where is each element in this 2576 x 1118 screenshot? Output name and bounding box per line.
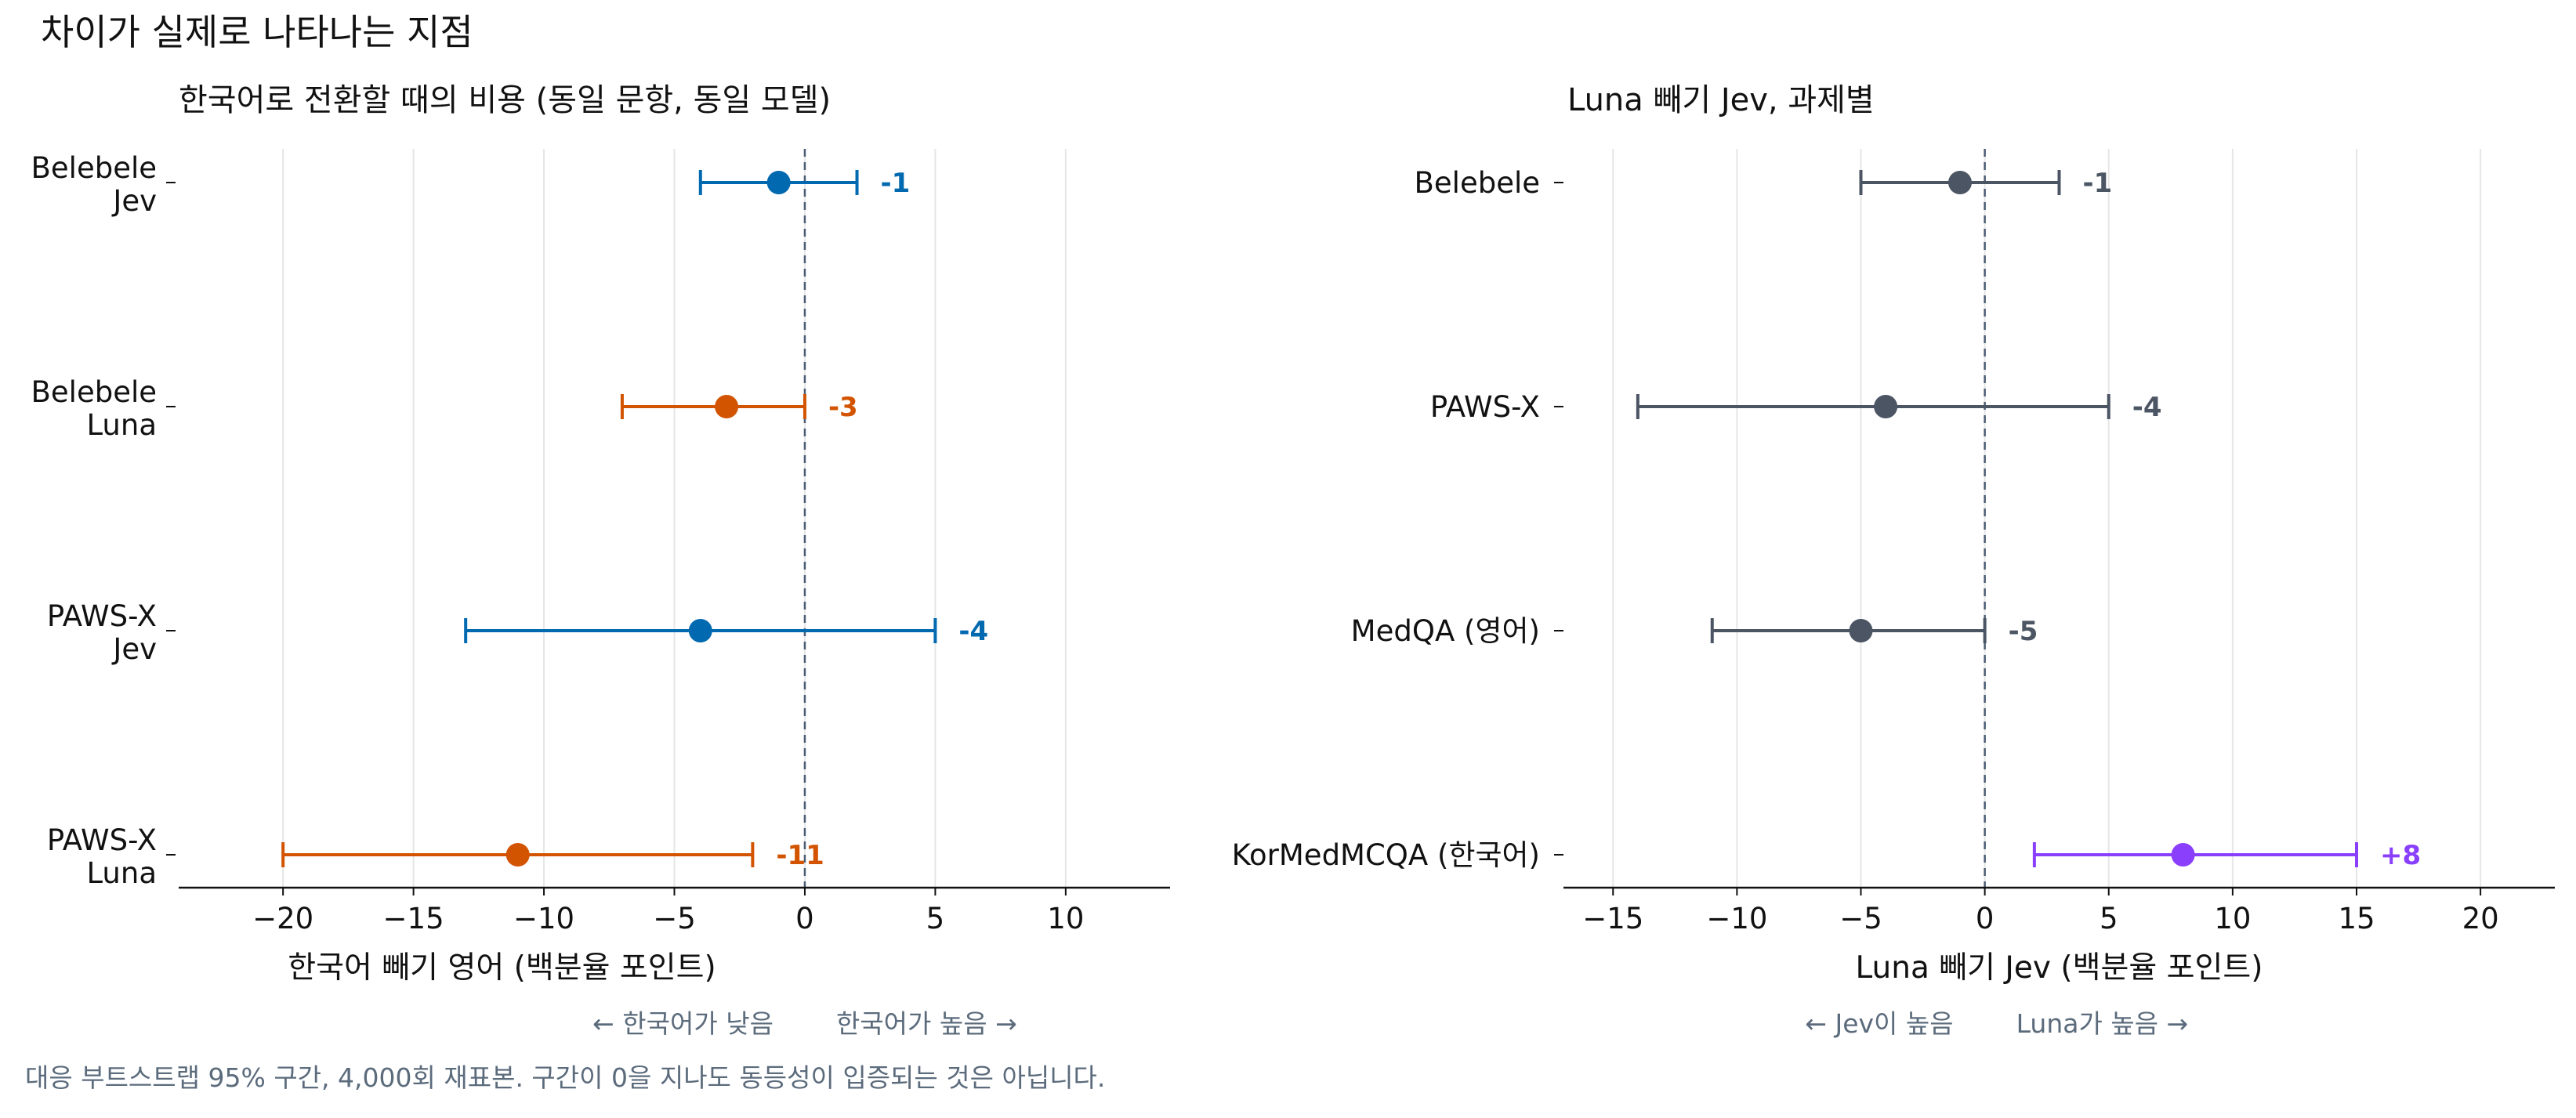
panel-b-x-tick-label: −10: [1706, 902, 1767, 935]
panel-a-value-label: -1: [881, 168, 911, 199]
panel-b-value-label: +8: [2380, 840, 2421, 871]
panel-b-point-estimate: [2171, 843, 2195, 867]
panel-a-point-estimate: [688, 619, 712, 642]
panel-b-x-tick-label: −5: [1839, 902, 1882, 935]
panel-a-category-label-sub: Jev: [111, 632, 157, 666]
panel-b-category-label: KorMedMCQA (한국어): [1232, 838, 1540, 872]
panel-a-plot: −20 −15 −10 −5 0 10 5 한국어 빼기 영어 (백분율 포인트) ← 한국어가…: [31, 149, 1170, 1039]
panel-b-title: Luna 빼기 Jev, 과제별: [1567, 82, 1875, 118]
panel-a-x-tick-label: −5: [653, 902, 696, 935]
panel-b-point-estimate: [1948, 171, 1972, 194]
panel-b-x-tick-label: 20: [2462, 902, 2499, 935]
panel-b-point-estimate: [1849, 619, 1873, 642]
panel-a-x-tick-label: −20: [252, 902, 313, 935]
panel-a-category-label-sub: Jev: [111, 184, 157, 218]
panel-a-x-tick-label: 0: [795, 902, 814, 935]
panel-a-category-label-sub: Luna: [86, 856, 157, 890]
panel-a-category-label: Belebele: [31, 151, 157, 185]
panel-b-point-estimate: [1874, 395, 1898, 418]
panel-a-category-label: PAWS-X: [47, 599, 157, 633]
panel-b-x-tick-label: 15: [2338, 902, 2375, 935]
panel-b-x-axis-label: Luna 빼기 Jev (백분율 포인트): [1855, 950, 2263, 986]
panel-a-x-tick-label: −10: [513, 902, 574, 935]
panel-b-plot: −15 −10 −5 0 5 10 15 20 Luna 빼기 Jev (백분율 포인트) ← J…: [1232, 149, 2555, 1039]
panel-b-direction-right: Luna가 높음 →: [2016, 1008, 2189, 1039]
panel-a-category-label: Belebele: [31, 375, 157, 409]
panel-a-point-estimate: [766, 171, 791, 194]
panel-b-category-label: PAWS-X: [1430, 390, 1540, 424]
panel-a-value-label: -3: [828, 392, 858, 423]
figure-title: 차이가 실제로 나타나는 지점: [41, 11, 473, 53]
panel-a-x-tick-label: −15: [383, 902, 444, 935]
panel-b-x-tick-label: −15: [1582, 902, 1643, 935]
panel-b-category-label: MedQA (영어): [1351, 614, 1540, 648]
panel-a-direction-right: 한국어가 높음 →: [836, 1008, 1017, 1039]
panel-b-x-tick-label: 10: [2214, 902, 2251, 935]
panel-a-point-estimate: [715, 395, 739, 418]
panel-a-x-tick-label: 5: [926, 902, 945, 935]
panel-b-category-label: Belebele: [1415, 166, 1540, 200]
panel-a-direction-left: ← 한국어가 낮음: [592, 1008, 774, 1039]
panel-b-value-label: -5: [2009, 616, 2038, 647]
panel-a-point-estimate: [505, 843, 530, 867]
panel-a-title: 한국어로 전환할 때의 비용 (동일 문항, 동일 모델): [179, 82, 831, 118]
footnote: 대응 부트스트랩 95% 구간, 4,000회 재표본. 구간이 0을 지나도 …: [25, 1062, 1106, 1093]
panel-a-x-tick-label: 10: [1047, 902, 1084, 935]
panel-b-value-label: -1: [2083, 168, 2113, 199]
panel-a-x-axis-label: 한국어 빼기 영어 (백분율 포인트): [288, 950, 716, 986]
panel-b-x-tick-label: 5: [2100, 902, 2118, 935]
panel-a-category-label: PAWS-X: [47, 823, 157, 857]
panel-b-x-tick-label: 0: [1976, 902, 1994, 935]
panel-b-value-label: -4: [2132, 392, 2162, 423]
panel-a-value-label: -11: [776, 840, 824, 871]
panel-a-value-label: -4: [958, 616, 988, 647]
panel-a-category-label-sub: Luna: [86, 408, 157, 442]
panel-b-direction-left: ← Jev이 높음: [1805, 1008, 1953, 1039]
